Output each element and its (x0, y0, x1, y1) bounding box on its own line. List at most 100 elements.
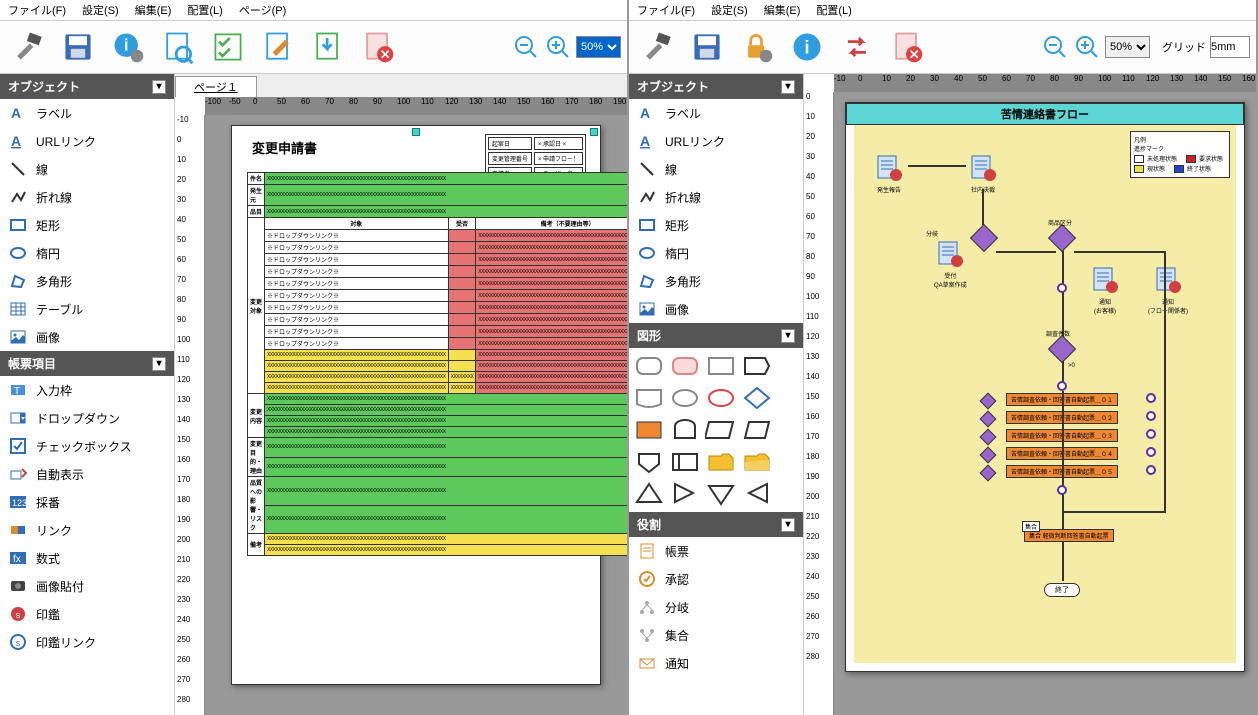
hammer-icon[interactable] (6, 25, 50, 69)
sidebar-item[interactable]: fx数式 (0, 544, 174, 572)
canvas[interactable]: 苦情連絡書フロー 凡例 進捗マーク 未処理状態要求状態現状態終了状態 発生報告 … (834, 92, 1256, 715)
flow-node[interactable]: 受付 QA草案作成 (934, 239, 967, 289)
sidebar-item[interactable]: 自動表示 (0, 460, 174, 488)
page-search-icon[interactable] (156, 25, 200, 69)
shape-option[interactable] (705, 416, 737, 444)
sidebar-item[interactable]: 折れ線 (0, 183, 174, 211)
page-download-icon[interactable] (306, 25, 350, 69)
menu-file[interactable]: ファイル(F) (8, 2, 66, 18)
save-icon[interactable] (685, 25, 729, 69)
sidebar-item[interactable]: チェックボックス (0, 432, 174, 460)
shape-option[interactable] (669, 480, 701, 508)
flow-connector-node[interactable] (1146, 411, 1156, 421)
grid-input[interactable] (1210, 36, 1250, 58)
shape-option[interactable] (741, 480, 773, 508)
sidebar-item[interactable]: 集合 (629, 621, 803, 649)
panel-object-header[interactable]: オブジェクト▾ (629, 74, 803, 99)
sidebar-item[interactable]: 承認 (629, 565, 803, 593)
panel-roles-header[interactable]: 役割▾ (629, 512, 803, 537)
flow-node[interactable]: 社内決裁 (968, 153, 998, 194)
flow-connector-node[interactable] (1057, 283, 1067, 293)
sidebar-item[interactable]: s印鑑 (0, 600, 174, 628)
shape-option[interactable] (633, 384, 665, 412)
sidebar-item[interactable]: Aラベル (0, 99, 174, 127)
hammer-icon[interactable] (635, 25, 679, 69)
menu-edit[interactable]: 編集(E) (764, 2, 801, 18)
flow-diamond-small[interactable] (982, 467, 994, 479)
shape-option[interactable] (705, 352, 737, 380)
sidebar-item[interactable]: 矩形 (0, 211, 174, 239)
flow-diamond-small[interactable] (982, 395, 994, 407)
sidebar-item[interactable]: 多角形 (629, 267, 803, 295)
sidebar-item[interactable]: 多角形 (0, 267, 174, 295)
flow-start-node[interactable]: 発生報告 (874, 153, 904, 194)
swap-icon[interactable] (835, 25, 879, 69)
sidebar-item[interactable]: s印鑑リンク (0, 628, 174, 656)
menu-page[interactable]: ページ(P) (239, 2, 286, 18)
sidebar-item[interactable]: 画像 (629, 295, 803, 323)
sidebar-item[interactable]: 折れ線 (629, 183, 803, 211)
shape-option[interactable] (705, 480, 737, 508)
page-delete-icon[interactable] (885, 25, 929, 69)
sidebar-item[interactable]: リンク (0, 516, 174, 544)
sidebar-item[interactable]: Aラベル (629, 99, 803, 127)
shape-option[interactable] (669, 448, 701, 476)
sidebar-item[interactable]: 線 (0, 155, 174, 183)
flowchart-page[interactable]: 苦情連絡書フロー 凡例 進捗マーク 未処理状態要求状態現状態終了状態 発生報告 … (845, 102, 1245, 672)
page-delete-icon[interactable] (356, 25, 400, 69)
flow-connector-node[interactable] (1146, 447, 1156, 457)
shape-option[interactable] (633, 352, 665, 380)
shape-option[interactable] (741, 448, 773, 476)
sidebar-item[interactable]: 楕円 (629, 239, 803, 267)
shape-option[interactable] (669, 384, 701, 412)
shape-option[interactable] (705, 384, 737, 412)
sidebar-item[interactable]: 楕円 (0, 239, 174, 267)
menu-edit[interactable]: 編集(E) (135, 2, 172, 18)
sidebar-item[interactable]: 矩形 (629, 211, 803, 239)
shape-option[interactable] (741, 384, 773, 412)
sidebar-item[interactable]: 線 (629, 155, 803, 183)
flow-diamond-small[interactable] (982, 431, 994, 443)
menu-layout[interactable]: 配置(L) (187, 2, 222, 18)
panel-shapes-header[interactable]: 図形▾ (629, 323, 803, 348)
zoom-in-icon[interactable] (1073, 33, 1101, 61)
menu-settings[interactable]: 設定(S) (711, 2, 748, 18)
sidebar-item[interactable]: AURLリンク (629, 127, 803, 155)
flow-connector-node[interactable] (1146, 429, 1156, 439)
sidebar-item[interactable]: 分岐 (629, 593, 803, 621)
flow-end[interactable]: 終了 (1044, 583, 1080, 597)
menu-settings[interactable]: 設定(S) (82, 2, 119, 18)
flow-diamond-small[interactable] (982, 449, 994, 461)
sidebar-item[interactable]: 帳票 (629, 537, 803, 565)
flow-diamond[interactable] (974, 228, 994, 248)
flow-connector-node[interactable] (1146, 465, 1156, 475)
shape-option[interactable] (633, 480, 665, 508)
sidebar-item[interactable]: 画像貼付 (0, 572, 174, 600)
panel-object-header[interactable]: オブジェクト▾ (0, 74, 174, 99)
page-edit-icon[interactable] (256, 25, 300, 69)
sidebar-item[interactable]: AURLリンク (0, 127, 174, 155)
zoom-out-icon[interactable] (1041, 33, 1069, 61)
shape-option[interactable] (705, 448, 737, 476)
info-icon[interactable]: i (785, 25, 829, 69)
menu-file[interactable]: ファイル(F) (637, 2, 695, 18)
flow-connector-node[interactable] (1146, 393, 1156, 403)
flow-node[interactable]: 通知 (お客様) (1090, 265, 1120, 315)
shape-option[interactable] (633, 448, 665, 476)
document-page[interactable]: 変更申請書 起案日× 承認日 × 変更管理番号× 申請フロー！ 申請者× ユーザ… (231, 125, 601, 685)
shape-option[interactable] (669, 352, 701, 380)
flow-diamond-small[interactable] (982, 413, 994, 425)
shape-option[interactable] (669, 416, 701, 444)
flow-connector-node[interactable] (1057, 485, 1067, 495)
save-icon[interactable] (56, 25, 100, 69)
zoom-out-icon[interactable] (512, 33, 540, 61)
sidebar-item[interactable]: テーブル (0, 295, 174, 323)
shape-option[interactable] (741, 352, 773, 380)
sidebar-item[interactable]: 画像 (0, 323, 174, 351)
info-gear-icon[interactable]: i (106, 25, 150, 69)
zoom-select[interactable]: 50% (1105, 36, 1150, 58)
sidebar-item[interactable]: 123採番 (0, 488, 174, 516)
shape-option[interactable] (633, 416, 665, 444)
sidebar-item[interactable]: T入力枠 (0, 376, 174, 404)
zoom-in-icon[interactable] (544, 33, 572, 61)
